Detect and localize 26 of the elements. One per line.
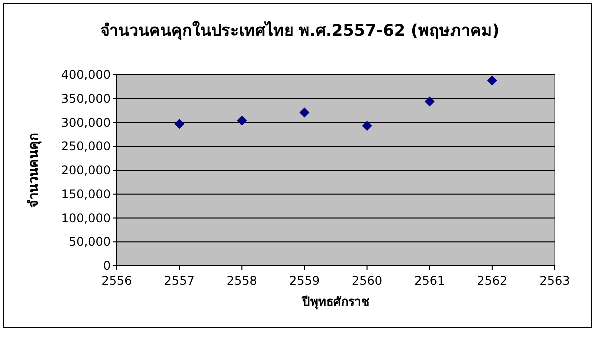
point <box>424 96 435 107</box>
y-axis-title: จำนวนคนคุก <box>26 133 42 208</box>
y-tick-label: 200,000 <box>61 164 111 178</box>
x-axis-title: ปีพุทธศักราช <box>302 295 370 310</box>
y-tick-label: 400,000 <box>61 68 111 82</box>
y-tick-label: 0 <box>103 259 111 273</box>
point <box>487 76 498 86</box>
x-tick-label: 2556 <box>102 274 132 288</box>
x-tick-label: 2558 <box>226 274 258 288</box>
point <box>237 116 248 126</box>
y-tick-label: 350,000 <box>61 92 111 106</box>
point <box>362 121 372 132</box>
x-tick-label: 2559 <box>289 274 320 288</box>
x-tick-label: 2560 <box>352 274 383 288</box>
x-tick-label: 2561 <box>414 274 446 288</box>
chart-title: จำนวนคนคุกในประเทศไทย พ.ศ.2557-62 (พฤษภาคม) <box>100 21 500 41</box>
y-tick-label: 100,000 <box>61 211 111 226</box>
point <box>174 119 185 130</box>
y-tick-label: 150,000 <box>61 187 111 202</box>
y-tick-label: 50,000 <box>69 235 111 250</box>
x-tick-label: 2562 <box>477 274 508 288</box>
point <box>300 108 310 118</box>
x-tick-label: 2563 <box>540 274 570 288</box>
y-tick-label: 300,000 <box>61 116 111 130</box>
y-tick-label: 250,000 <box>61 140 111 154</box>
x-tick-label: 2557 <box>164 274 195 288</box>
